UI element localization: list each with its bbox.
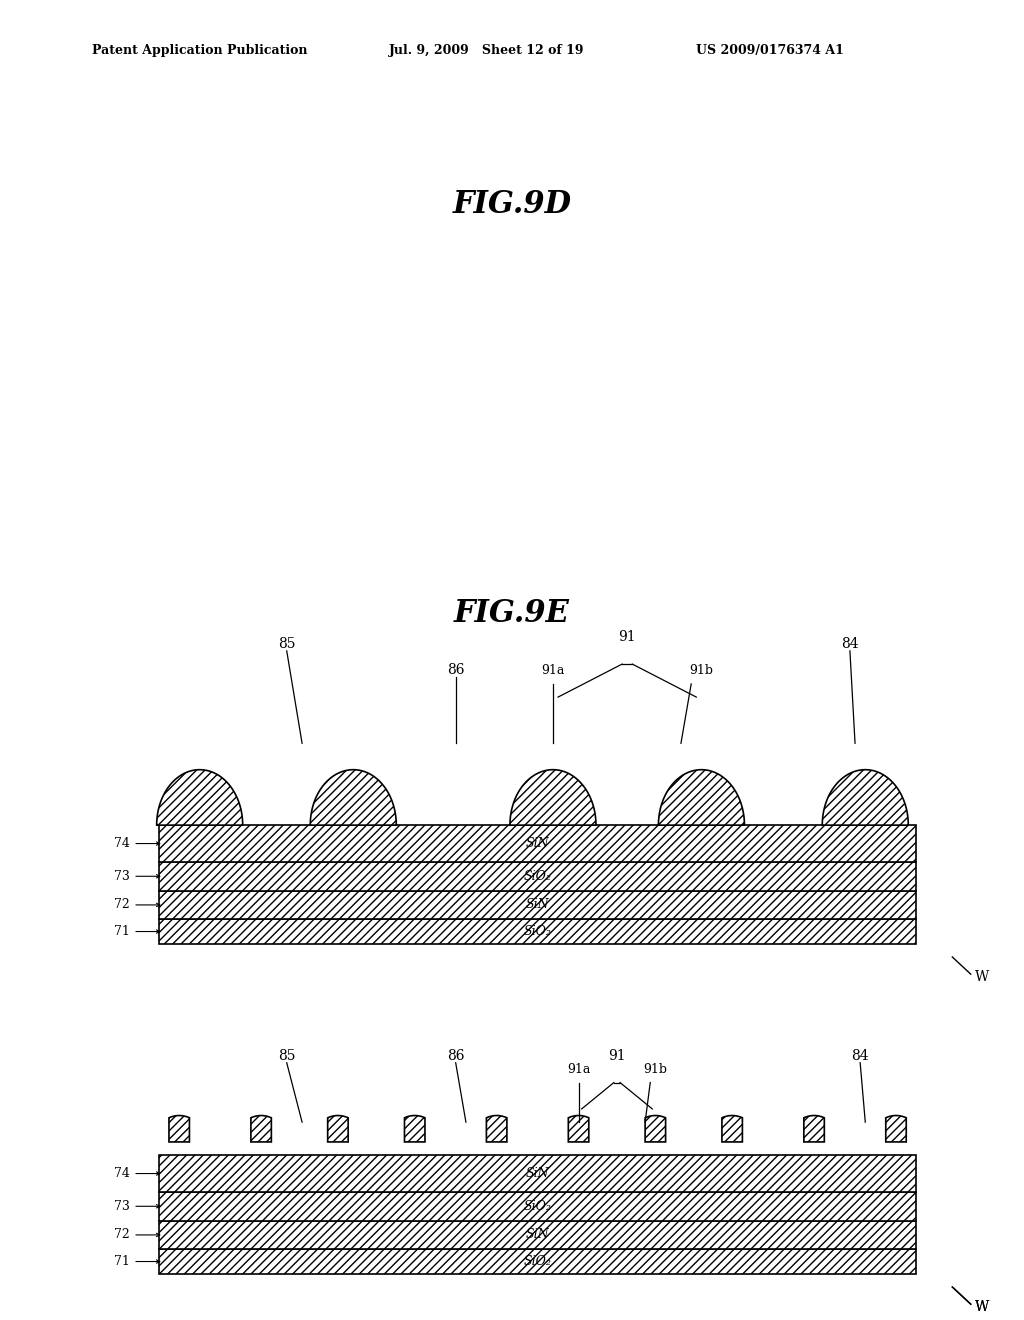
Text: W: W bbox=[975, 970, 989, 983]
Text: 85: 85 bbox=[278, 636, 296, 651]
Text: 72: 72 bbox=[115, 899, 130, 911]
Polygon shape bbox=[510, 770, 596, 825]
Text: FIG.9D: FIG.9D bbox=[453, 189, 571, 220]
Text: 84: 84 bbox=[841, 636, 859, 651]
Text: 74: 74 bbox=[114, 1167, 130, 1180]
Text: 91a: 91a bbox=[567, 1063, 590, 1076]
Text: Patent Application Publication: Patent Application Publication bbox=[92, 44, 307, 57]
Text: Jul. 9, 2009   Sheet 12 of 19: Jul. 9, 2009 Sheet 12 of 19 bbox=[389, 44, 585, 57]
Text: FIG.9E: FIG.9E bbox=[454, 598, 570, 630]
Text: 91: 91 bbox=[608, 1048, 626, 1063]
Bar bbox=[159, 919, 916, 944]
Text: 73: 73 bbox=[114, 870, 130, 883]
Polygon shape bbox=[645, 1115, 666, 1142]
Text: SiO₂: SiO₂ bbox=[523, 1255, 552, 1269]
Text: SiN: SiN bbox=[525, 899, 550, 911]
Text: W: W bbox=[975, 1300, 989, 1313]
Polygon shape bbox=[486, 1115, 507, 1142]
Text: 91a: 91a bbox=[542, 664, 564, 677]
Text: 86: 86 bbox=[446, 663, 465, 677]
Text: US 2009/0176374 A1: US 2009/0176374 A1 bbox=[696, 44, 844, 57]
Text: 85: 85 bbox=[278, 1048, 296, 1063]
Text: 74: 74 bbox=[114, 837, 130, 850]
Text: SiN: SiN bbox=[525, 837, 550, 850]
Text: 72: 72 bbox=[115, 1229, 130, 1241]
Polygon shape bbox=[722, 1115, 742, 1142]
Bar bbox=[159, 862, 916, 891]
Bar bbox=[159, 891, 916, 919]
Polygon shape bbox=[251, 1115, 271, 1142]
Bar bbox=[159, 1249, 916, 1274]
Polygon shape bbox=[804, 1115, 824, 1142]
Polygon shape bbox=[157, 770, 243, 825]
Text: W: W bbox=[975, 1300, 989, 1313]
Text: 71: 71 bbox=[114, 925, 130, 939]
Polygon shape bbox=[822, 770, 908, 825]
Bar bbox=[159, 1155, 916, 1192]
Text: SiO₂: SiO₂ bbox=[523, 870, 552, 883]
Polygon shape bbox=[658, 770, 744, 825]
Polygon shape bbox=[886, 1115, 906, 1142]
Polygon shape bbox=[404, 1115, 425, 1142]
Text: 91b: 91b bbox=[689, 664, 714, 677]
Text: 71: 71 bbox=[114, 1255, 130, 1269]
Text: 86: 86 bbox=[446, 1048, 465, 1063]
Text: SiO₂: SiO₂ bbox=[523, 925, 552, 939]
Text: SiO₂: SiO₂ bbox=[523, 1200, 552, 1213]
Polygon shape bbox=[568, 1115, 589, 1142]
Polygon shape bbox=[169, 1115, 189, 1142]
Text: SiN: SiN bbox=[525, 1229, 550, 1241]
Text: 84: 84 bbox=[851, 1048, 869, 1063]
Polygon shape bbox=[310, 770, 396, 825]
Text: 91: 91 bbox=[618, 630, 636, 644]
Text: SiN: SiN bbox=[525, 1167, 550, 1180]
Bar bbox=[159, 825, 916, 862]
Text: 91b: 91b bbox=[643, 1063, 668, 1076]
Polygon shape bbox=[328, 1115, 348, 1142]
Bar bbox=[159, 1221, 916, 1249]
Bar bbox=[159, 1192, 916, 1221]
Text: 73: 73 bbox=[114, 1200, 130, 1213]
